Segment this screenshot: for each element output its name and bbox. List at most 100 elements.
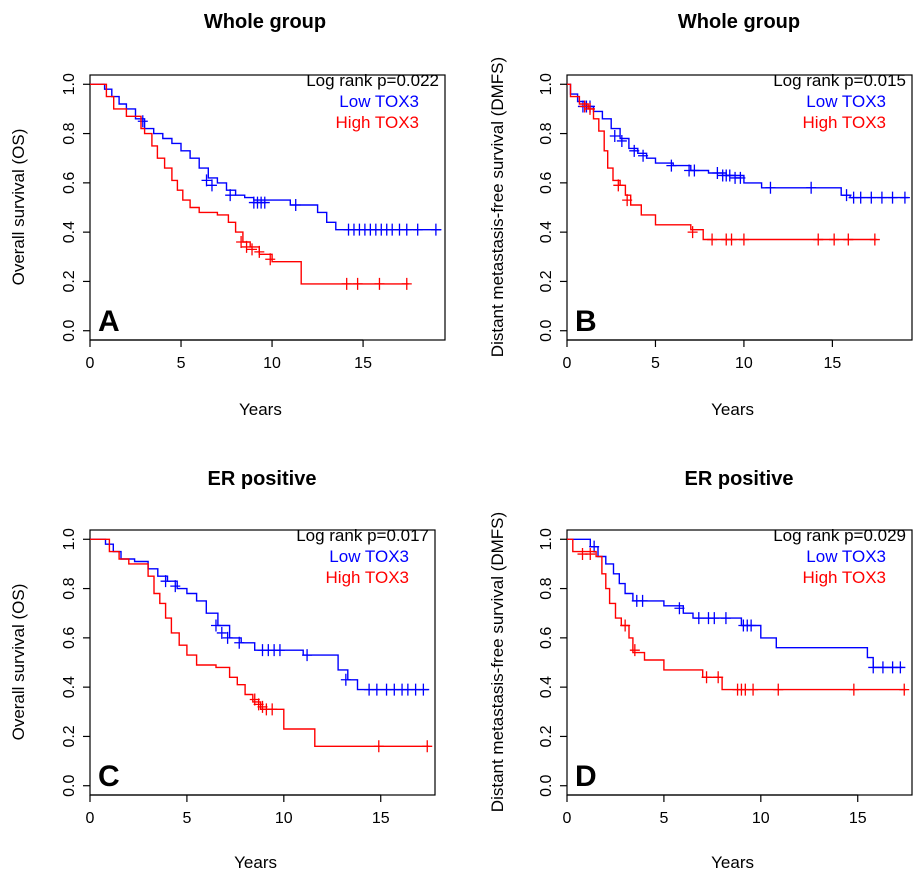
- y-tick-label: 0.8: [61, 122, 78, 144]
- censor-mark: [589, 540, 600, 553]
- censor-mark: [866, 191, 877, 204]
- censor-mark: [341, 277, 352, 290]
- x-tick-label: 5: [177, 355, 186, 372]
- x-tick-label: 5: [659, 810, 668, 827]
- y-tick-label: 0.4: [61, 676, 78, 698]
- censor-mark: [899, 191, 910, 204]
- km-curve-low-tox3: [567, 538, 903, 669]
- censor-mark: [674, 602, 685, 615]
- x-tick-label: 5: [182, 810, 191, 827]
- y-tick-label: 0.6: [538, 627, 555, 649]
- censor-mark: [236, 236, 247, 249]
- censor-mark: [726, 233, 737, 246]
- censor-mark: [735, 171, 746, 184]
- censor-mark: [765, 181, 776, 194]
- x-tick-label: 10: [752, 810, 770, 827]
- censor-mark: [373, 740, 384, 753]
- censor-mark: [290, 199, 301, 212]
- censor-mark: [877, 661, 888, 674]
- censor-mark: [585, 548, 596, 561]
- chart-title: Whole group: [678, 11, 800, 33]
- censor-mark: [412, 223, 423, 236]
- legend-entry: High TOX3: [803, 113, 886, 132]
- legend-entry: High TOX3: [803, 568, 886, 587]
- censor-mark: [806, 181, 817, 194]
- censor-mark: [613, 179, 624, 192]
- y-tick-label: 1.0: [538, 73, 555, 95]
- censor-mark: [616, 134, 627, 147]
- censor-mark: [422, 740, 433, 753]
- censor-mark: [629, 644, 640, 657]
- x-tick-label: 15: [354, 355, 372, 372]
- censor-mark: [876, 191, 887, 204]
- y-tick-label: 0.8: [61, 577, 78, 599]
- legend-entry: High TOX3: [336, 113, 419, 132]
- censor-mark: [666, 159, 677, 172]
- y-tick-label: 1.0: [61, 73, 78, 95]
- x-tick-label: 0: [563, 810, 572, 827]
- censor-mark: [579, 100, 590, 113]
- y-tick-label: 1.0: [61, 528, 78, 550]
- censor-mark: [637, 594, 648, 607]
- x-tick-label: 15: [372, 810, 390, 827]
- censor-mark: [622, 194, 633, 207]
- y-tick-label: 0.6: [538, 172, 555, 194]
- censor-mark: [201, 174, 212, 187]
- x-tick-label: 15: [849, 810, 867, 827]
- chart-title: ER positive: [208, 468, 317, 490]
- y-tick-label: 0.0: [538, 775, 555, 797]
- legend-entry: Low TOX3: [806, 92, 886, 111]
- censor-mark: [371, 683, 382, 696]
- x-tick-label: 10: [735, 355, 753, 372]
- censor-mark: [340, 673, 351, 686]
- panel-letter: C: [98, 760, 120, 793]
- censor-mark: [206, 179, 217, 192]
- censor-mark: [713, 671, 724, 684]
- km-curve-high-tox3: [567, 83, 877, 241]
- y-tick-label: 0.6: [61, 627, 78, 649]
- censor-mark: [620, 619, 631, 632]
- censor-mark: [254, 245, 265, 258]
- logrank-pvalue: Log rank p=0.017: [296, 526, 429, 545]
- censor-mark: [137, 115, 148, 128]
- censor-mark: [374, 277, 385, 290]
- y-tick-label: 0.4: [538, 221, 555, 243]
- censor-mark: [210, 619, 221, 632]
- legend-entry: High TOX3: [326, 568, 409, 587]
- logrank-pvalue: Log rank p=0.022: [306, 71, 439, 90]
- y-tick-label: 0.8: [538, 122, 555, 144]
- panel-d: ER positive 0 5 10 15 0.0 0.2 0.4 0.6 0.8 1.0 Years…: [488, 468, 913, 872]
- legend-entry: Low TOX3: [339, 92, 419, 111]
- censor-mark: [848, 683, 859, 696]
- censor-mark: [855, 191, 866, 204]
- x-tick-label: 5: [651, 355, 660, 372]
- y-axis-label: Overall survival (OS): [9, 129, 28, 286]
- censor-mark: [687, 226, 698, 239]
- censor-mark: [274, 644, 285, 657]
- y-tick-label: 0.8: [538, 577, 555, 599]
- y-tick-label: 0.0: [61, 775, 78, 797]
- censor-mark: [234, 636, 245, 649]
- x-tick-label: 0: [86, 810, 95, 827]
- km-curve-high-tox3: [90, 83, 409, 285]
- y-axis-label: Overall survival (OS): [9, 584, 28, 741]
- censor-mark: [609, 130, 620, 143]
- censor-mark: [738, 233, 749, 246]
- censor-mark: [693, 612, 704, 625]
- censor-mark: [160, 575, 171, 588]
- y-tick-label: 0.4: [61, 221, 78, 243]
- censor-mark: [241, 240, 252, 253]
- y-tick-label: 0.2: [538, 270, 555, 292]
- censor-mark: [748, 683, 759, 696]
- censor-mark: [773, 683, 784, 696]
- x-tick-label: 10: [263, 355, 281, 372]
- censor-mark: [302, 649, 313, 662]
- censor-mark: [869, 233, 880, 246]
- censor-mark: [170, 580, 181, 593]
- y-tick-label: 0.0: [538, 320, 555, 342]
- y-tick-label: 0.4: [538, 676, 555, 698]
- censor-mark: [267, 703, 278, 716]
- censor-mark: [401, 277, 412, 290]
- x-tick-label: 10: [275, 810, 293, 827]
- y-tick-label: 0.2: [61, 270, 78, 292]
